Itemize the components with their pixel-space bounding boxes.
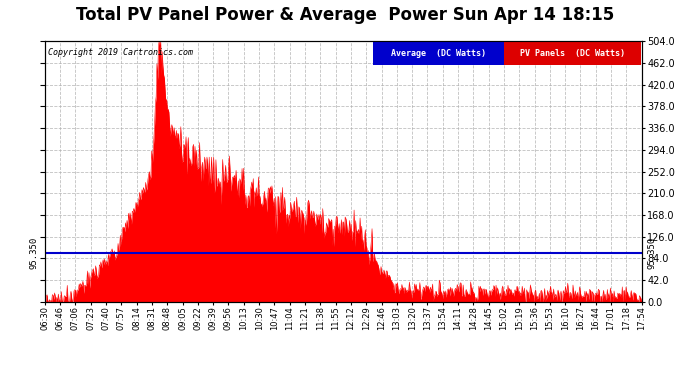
FancyBboxPatch shape (504, 42, 641, 65)
Text: PV Panels  (DC Watts): PV Panels (DC Watts) (520, 49, 625, 58)
Text: 95.350: 95.350 (30, 237, 39, 269)
Text: Average  (DC Watts): Average (DC Watts) (391, 49, 486, 58)
Text: Copyright 2019 Cartronics.com: Copyright 2019 Cartronics.com (48, 48, 193, 57)
FancyBboxPatch shape (373, 42, 504, 65)
Text: 95.350: 95.350 (648, 237, 657, 269)
Text: Total PV Panel Power & Average  Power Sun Apr 14 18:15: Total PV Panel Power & Average Power Sun… (76, 6, 614, 24)
